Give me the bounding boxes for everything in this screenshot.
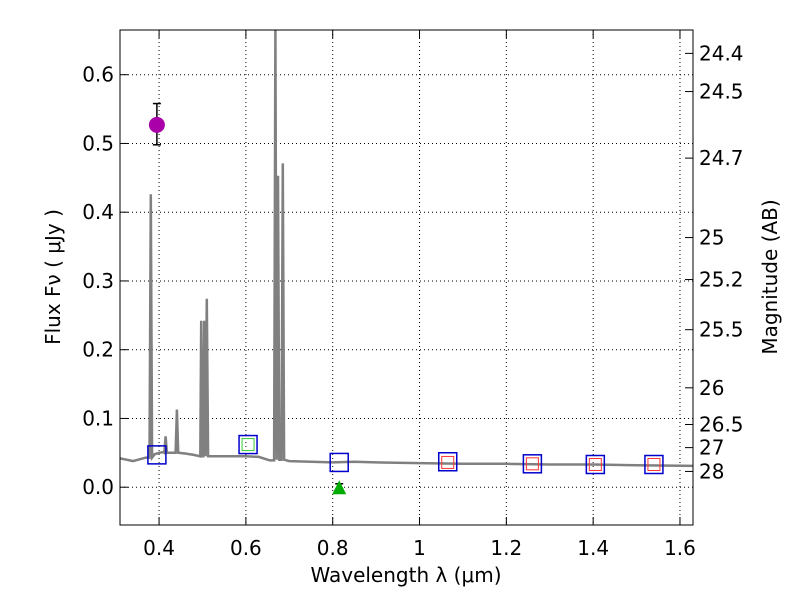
model-photometry-point [644, 454, 664, 475]
observed-photometry-point [647, 458, 661, 471]
detection-point [148, 116, 165, 133]
y-axis-label: Flux Fν ( μJy ) [41, 209, 65, 345]
y2-axis-label: Magnitude (AB) [758, 199, 782, 354]
mag-tick-label: 26.5 [699, 412, 744, 436]
upper-limit-point [332, 480, 347, 495]
model-photometry-point [329, 452, 349, 473]
mag-tick-label: 25.2 [699, 268, 744, 292]
y-tick-label: 0.2 [82, 338, 114, 362]
axis-ticks: 0.4 0.6 0.8 1 1.2 1.4 1.6 0.0 0.1 0.2 0.3 0.4 0.5 0.6… [82, 30, 744, 560]
x-tick-label: 0.6 [230, 536, 262, 560]
y-tick-label: 0.6 [82, 63, 114, 87]
observed-photometry-point [588, 458, 602, 471]
mag-tick-label: 27 [699, 436, 724, 460]
mag-tick-label: 25.5 [699, 318, 744, 342]
model-photometry-point [147, 445, 167, 465]
y-tick-label: 0.1 [82, 406, 114, 430]
model-photometry-point [238, 434, 258, 455]
x-tick-label: 1.2 [490, 536, 522, 560]
y-tick-label: 0.0 [82, 475, 114, 499]
x-tick-label: 1 [413, 536, 426, 560]
model-photometry-point [437, 452, 458, 472]
mag-tick-label: 24.4 [699, 41, 744, 65]
points-layer [147, 102, 664, 495]
plot-frame [119, 29, 694, 526]
observed-green-point [241, 438, 255, 452]
spectrum-layer [120, 30, 693, 468]
x-tick-label: 1.4 [577, 536, 609, 560]
mag-tick-label: 26 [699, 376, 724, 400]
observed-photometry-point [441, 455, 455, 469]
x-tick-label: 0.8 [317, 536, 349, 560]
model-photometry-point [585, 454, 606, 475]
mag-tick-label: 24.7 [699, 146, 744, 170]
y-tick-label: 0.3 [82, 269, 114, 293]
mag-tick-label: 25 [699, 226, 724, 250]
x-axis-label: Wavelength λ (μm) [310, 563, 501, 587]
y-tick-label: 0.4 [82, 200, 114, 224]
x-tick-label: 0.4 [143, 536, 175, 560]
observed-photometry-point [525, 457, 539, 471]
mag-tick-label: 24.5 [699, 80, 744, 104]
grid-lines [120, 30, 693, 525]
x-tick-label: 1.6 [664, 536, 696, 560]
mag-tick-label: 28 [699, 459, 724, 483]
model-spectrum-line [120, 30, 693, 468]
y-tick-label: 0.5 [82, 131, 114, 155]
model-photometry-point [522, 454, 543, 474]
